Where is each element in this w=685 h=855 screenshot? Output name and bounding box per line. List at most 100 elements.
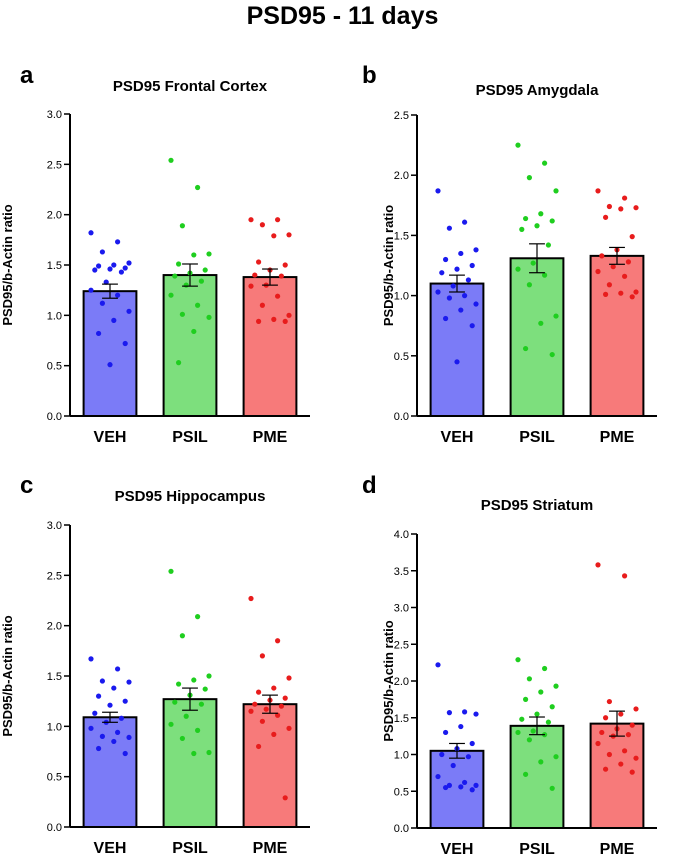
data-point-psil bbox=[191, 328, 197, 335]
y-axis-label: PSD95/b-Actin ratio bbox=[0, 615, 15, 736]
data-point-veh bbox=[126, 734, 132, 741]
data-point-pme bbox=[248, 283, 254, 289]
data-point-veh bbox=[458, 784, 464, 790]
x-tick-label: PSIL bbox=[172, 840, 208, 855]
y-tick-label: 1.0 bbox=[394, 291, 409, 303]
bar-pme bbox=[242, 703, 298, 828]
x-tick-label: VEH bbox=[94, 429, 127, 446]
bar-veh bbox=[82, 716, 138, 828]
data-point-veh bbox=[118, 269, 125, 275]
data-point-veh bbox=[439, 270, 445, 276]
y-tick-label: 0.0 bbox=[47, 822, 62, 834]
data-point-veh bbox=[458, 250, 464, 257]
bar-psil bbox=[509, 257, 565, 417]
data-point-psil bbox=[515, 142, 521, 148]
data-point-veh bbox=[462, 293, 468, 299]
x-tick-label: PME bbox=[600, 429, 635, 446]
bar-pme bbox=[589, 254, 645, 417]
data-point-veh bbox=[458, 723, 464, 730]
data-point-pme bbox=[259, 222, 265, 228]
data-point-veh bbox=[473, 782, 479, 788]
data-point-veh bbox=[118, 715, 125, 721]
data-point-psil bbox=[191, 750, 197, 757]
chart-striatum: d PSD95 Striatum 0.0 0.5 1.0 1.5 2.0 2.5 3.0 3.5 4… bbox=[362, 472, 657, 855]
y-axis-label: PSD95/b-Actin ratio bbox=[381, 205, 396, 326]
bar-pme bbox=[589, 722, 645, 830]
data-point-pme bbox=[610, 264, 616, 270]
data-point-veh bbox=[442, 729, 449, 736]
data-point-pme bbox=[275, 293, 281, 299]
data-point-psil bbox=[202, 686, 208, 692]
data-point-veh bbox=[111, 738, 117, 745]
data-point-pme bbox=[622, 573, 628, 579]
data-point-veh bbox=[442, 256, 449, 263]
data-point-psil bbox=[515, 729, 521, 736]
x-tick-label: VEH bbox=[441, 429, 474, 446]
data-point-veh bbox=[122, 340, 128, 347]
data-point-veh bbox=[439, 751, 445, 758]
data-point-veh bbox=[469, 787, 475, 793]
data-point-veh bbox=[95, 693, 102, 699]
data-point-psil bbox=[179, 311, 185, 317]
y-tick-label: 0.0 bbox=[47, 411, 62, 423]
data-point-psil bbox=[549, 218, 555, 224]
data-point-pme bbox=[633, 706, 639, 712]
data-point-veh bbox=[469, 262, 475, 269]
data-point-pme bbox=[629, 769, 635, 775]
data-point-psil bbox=[195, 184, 201, 191]
data-point-psil bbox=[534, 223, 540, 229]
data-point-veh bbox=[88, 725, 94, 731]
data-point-psil bbox=[549, 785, 555, 791]
data-point-veh bbox=[450, 762, 456, 769]
data-point-veh bbox=[122, 750, 128, 757]
data-point-pme bbox=[286, 232, 292, 238]
data-point-psil bbox=[549, 351, 555, 358]
data-point-psil bbox=[526, 175, 532, 181]
data-point-pme bbox=[629, 234, 635, 240]
data-point-veh bbox=[435, 773, 441, 780]
data-point-pme bbox=[275, 638, 281, 644]
data-point-psil bbox=[191, 677, 197, 683]
data-point-psil bbox=[172, 273, 178, 279]
data-point-pme bbox=[606, 203, 612, 210]
y-tick-label: 0.5 bbox=[394, 351, 409, 363]
data-point-pme bbox=[606, 751, 612, 758]
data-point-psil bbox=[522, 771, 529, 777]
data-point-veh bbox=[469, 323, 475, 329]
data-point-pme bbox=[599, 729, 605, 736]
data-point-veh bbox=[473, 247, 479, 253]
y-tick-label: 2.5 bbox=[47, 570, 62, 582]
y-tick-label: 0.5 bbox=[47, 361, 62, 373]
data-point-psil bbox=[519, 226, 525, 232]
data-point-psil bbox=[168, 292, 174, 298]
y-tick-label: 0.5 bbox=[394, 786, 409, 798]
y-tick-label: 2.0 bbox=[47, 621, 62, 633]
data-point-veh bbox=[446, 782, 452, 788]
data-point-veh bbox=[473, 301, 479, 307]
data-point-psil bbox=[168, 568, 174, 574]
y-tick-label: 1.5 bbox=[394, 713, 409, 725]
chart-frontal-cortex: a PSD95 Frontal Cortex 0.0 0.5 1.0 1.5 2.0 2.5 3… bbox=[0, 62, 310, 446]
data-point-veh bbox=[454, 266, 460, 272]
y-tick-label: 2.5 bbox=[394, 110, 409, 122]
chart-title: PSD95 Striatum bbox=[481, 497, 594, 514]
data-point-pme bbox=[255, 743, 262, 750]
panel-d: d PSD95 Striatum 0.0 0.5 1.0 1.5 2.0 2.5 3.0 3.5 4… bbox=[342, 465, 685, 855]
data-point-veh bbox=[442, 315, 449, 322]
bar-veh bbox=[429, 749, 485, 830]
data-point-pme bbox=[618, 290, 624, 296]
data-point-veh bbox=[469, 740, 475, 747]
data-point-veh bbox=[95, 263, 102, 269]
data-point-psil bbox=[175, 261, 182, 267]
data-point-psil bbox=[195, 614, 201, 620]
data-point-psil bbox=[526, 737, 532, 743]
data-point-veh bbox=[115, 239, 121, 245]
data-point-pme bbox=[271, 731, 277, 737]
bar-psil bbox=[162, 698, 218, 828]
data-point-psil bbox=[179, 735, 185, 742]
data-point-psil bbox=[545, 242, 552, 248]
data-point-psil bbox=[553, 313, 559, 319]
data-point-psil bbox=[553, 754, 559, 760]
data-point-veh bbox=[126, 260, 132, 266]
y-tick-label: 4.0 bbox=[394, 529, 409, 541]
